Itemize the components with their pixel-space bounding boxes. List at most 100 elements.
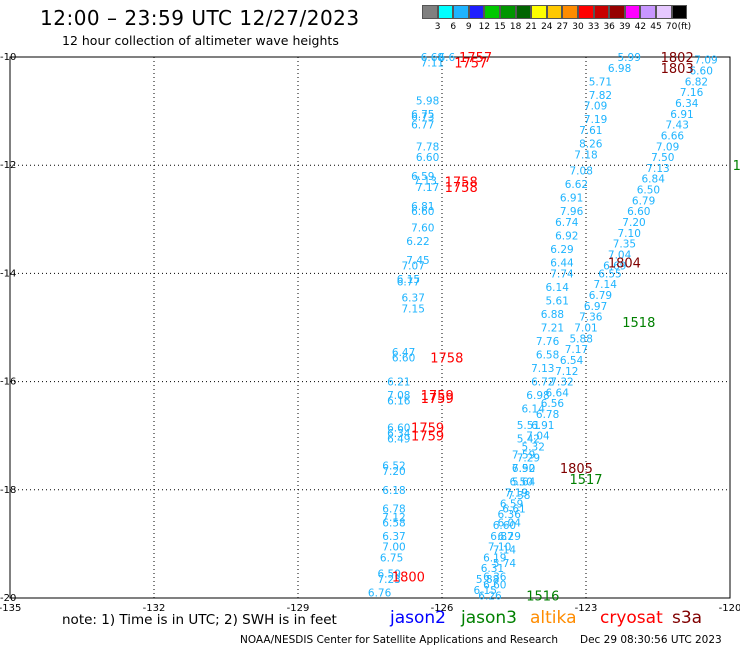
wave-height-point: 6.98 xyxy=(608,63,631,75)
wave-height-point: 7.82 xyxy=(589,90,612,102)
wave-height-point: 6.6 xyxy=(438,52,455,64)
wave-height-point: 6.62 xyxy=(565,179,588,191)
wave-height-point: 5.98 xyxy=(416,95,439,107)
y-tick-label: -12 xyxy=(0,160,16,171)
satellite-s3a: s3a xyxy=(672,608,703,628)
wave-height-point: 6.68 xyxy=(421,52,444,64)
wave-height-point: 6.59 xyxy=(378,569,401,581)
wave-height-point: 6.98 xyxy=(526,390,549,402)
wave-height-point: 6.81 xyxy=(411,201,434,213)
pass-time-label: 1804 xyxy=(608,257,641,272)
pass-time-label: 1758 xyxy=(445,175,478,190)
wave-height-point: 6.31 xyxy=(481,563,504,575)
wave-height-point: 7.29 xyxy=(517,452,540,464)
pass-time-label: 1759 xyxy=(421,392,454,407)
wave-height-point: 6.92 xyxy=(555,231,578,243)
legend-swatch xyxy=(515,5,532,19)
legend-swatch xyxy=(593,5,610,19)
legend-swatch xyxy=(422,5,438,19)
wave-height-point: 6.84 xyxy=(642,174,666,186)
wave-height-point: 6.60 xyxy=(411,206,434,218)
wave-height-point: 6.61 xyxy=(502,504,525,516)
wave-height-point: 7.43 xyxy=(666,120,689,132)
pass-time-label: 1516 xyxy=(526,589,559,604)
pass-time-label: 1759 xyxy=(411,430,444,445)
wave-height-point: 6.78 xyxy=(382,504,405,516)
wave-height-point: 6.29 xyxy=(498,531,521,543)
pass-time-label: 1805 xyxy=(560,462,593,477)
legend-swatch xyxy=(453,5,469,19)
wave-height-point: 6.66 xyxy=(661,130,685,142)
satellite-altika: altika xyxy=(530,608,577,628)
wave-height-point: 7.38 xyxy=(507,490,530,502)
wave-height-point: 7.60 xyxy=(411,222,434,234)
legend-unit: (ft) xyxy=(677,22,692,32)
wave-height-point: 6.56 xyxy=(541,398,565,410)
wave-height-point: 5.74 xyxy=(493,558,517,570)
legend-swatch xyxy=(531,5,547,19)
wave-height-point: 6.77 xyxy=(411,120,434,132)
wave-height-point: 6.60 xyxy=(690,66,713,78)
x-tick-label: -126 xyxy=(431,603,454,614)
legend-value: 21 xyxy=(525,22,537,32)
pass-time-label: 1519 xyxy=(733,159,740,174)
wave-height-point: 7.45 xyxy=(406,255,429,267)
wave-height-point: 6.26 xyxy=(478,590,502,602)
pass-time-label: 1803 xyxy=(661,62,694,77)
wave-height-point: 7.20 xyxy=(382,466,405,478)
wave-height-point: 7.76 xyxy=(536,336,560,348)
wave-height-point: 6.73 xyxy=(411,112,434,124)
legend-value: 36 xyxy=(603,22,615,32)
wave-height-point: 7.11 xyxy=(421,57,444,69)
legend-value: 15 xyxy=(494,22,506,32)
wave-height-point: 6.60 xyxy=(627,206,650,218)
wave-height-point: 6.60 xyxy=(416,152,439,164)
wave-height-point: 6.79 xyxy=(589,290,612,302)
pass-time-label: 1800 xyxy=(392,570,425,585)
pass-time-label: 1518 xyxy=(622,316,655,331)
wave-height-point: 6.91 xyxy=(670,109,693,121)
wave-height-point: 6.21 xyxy=(387,377,410,389)
wave-height-point: 7.96 xyxy=(560,206,584,218)
wave-height-point: 5.42 xyxy=(517,433,540,445)
satellite-jason2: jason2 xyxy=(390,608,446,628)
wave-height-point: 7.17 xyxy=(565,344,588,356)
wave-height-point: 6.64 xyxy=(546,387,570,399)
wave-height-point: 7.20 xyxy=(622,217,645,229)
pass-time-label: 1802 xyxy=(661,51,694,66)
wave-height-point: 7.35 xyxy=(613,239,636,251)
legend-swatch xyxy=(562,5,578,19)
legend-swatch xyxy=(484,5,500,19)
y-tick-label: -20 xyxy=(0,593,16,604)
legend-value: 3 xyxy=(434,22,441,32)
chart-subtitle: 12 hour collection of altimeter wave hei… xyxy=(62,33,339,48)
wave-height-point: 7.07 xyxy=(402,260,425,272)
wave-height-point: 7.21 xyxy=(541,323,564,335)
x-tick-label: -135 xyxy=(0,603,21,614)
wave-height-point: 6.15 xyxy=(474,585,497,597)
wave-height-point: 7.14 xyxy=(493,544,517,556)
wave-height-point: 6.54 xyxy=(560,355,584,367)
y-tick-label: -18 xyxy=(0,485,16,496)
legend-swatch xyxy=(468,5,485,19)
wave-height-point: 7.18 xyxy=(574,149,597,161)
wave-height-point: 7.13 xyxy=(531,363,554,375)
legend-value: 33 xyxy=(587,22,600,32)
legend-swatch xyxy=(624,5,641,19)
wave-height-point: 6.58 xyxy=(536,350,559,362)
wave-height-point: 6.77 xyxy=(397,277,420,289)
pass-time-label: 1517 xyxy=(569,473,602,488)
x-tick-label: -120 xyxy=(719,603,740,614)
wave-height-point: 6.97 xyxy=(584,301,607,313)
wave-height-point: 7.10 xyxy=(488,542,511,554)
legend-swatch xyxy=(577,5,594,19)
legend-value: 45 xyxy=(650,22,662,32)
wave-height-point: 7.08 xyxy=(570,166,593,178)
y-tick-label: -14 xyxy=(0,268,16,279)
wave-height-point: 6.14 xyxy=(546,282,570,294)
wave-height-point: 7.09 xyxy=(584,101,607,113)
pass-time-label: 1757 xyxy=(454,56,487,71)
pass-time-label: 1757 xyxy=(459,51,492,66)
wave-height-point: 7.10 xyxy=(618,228,641,240)
